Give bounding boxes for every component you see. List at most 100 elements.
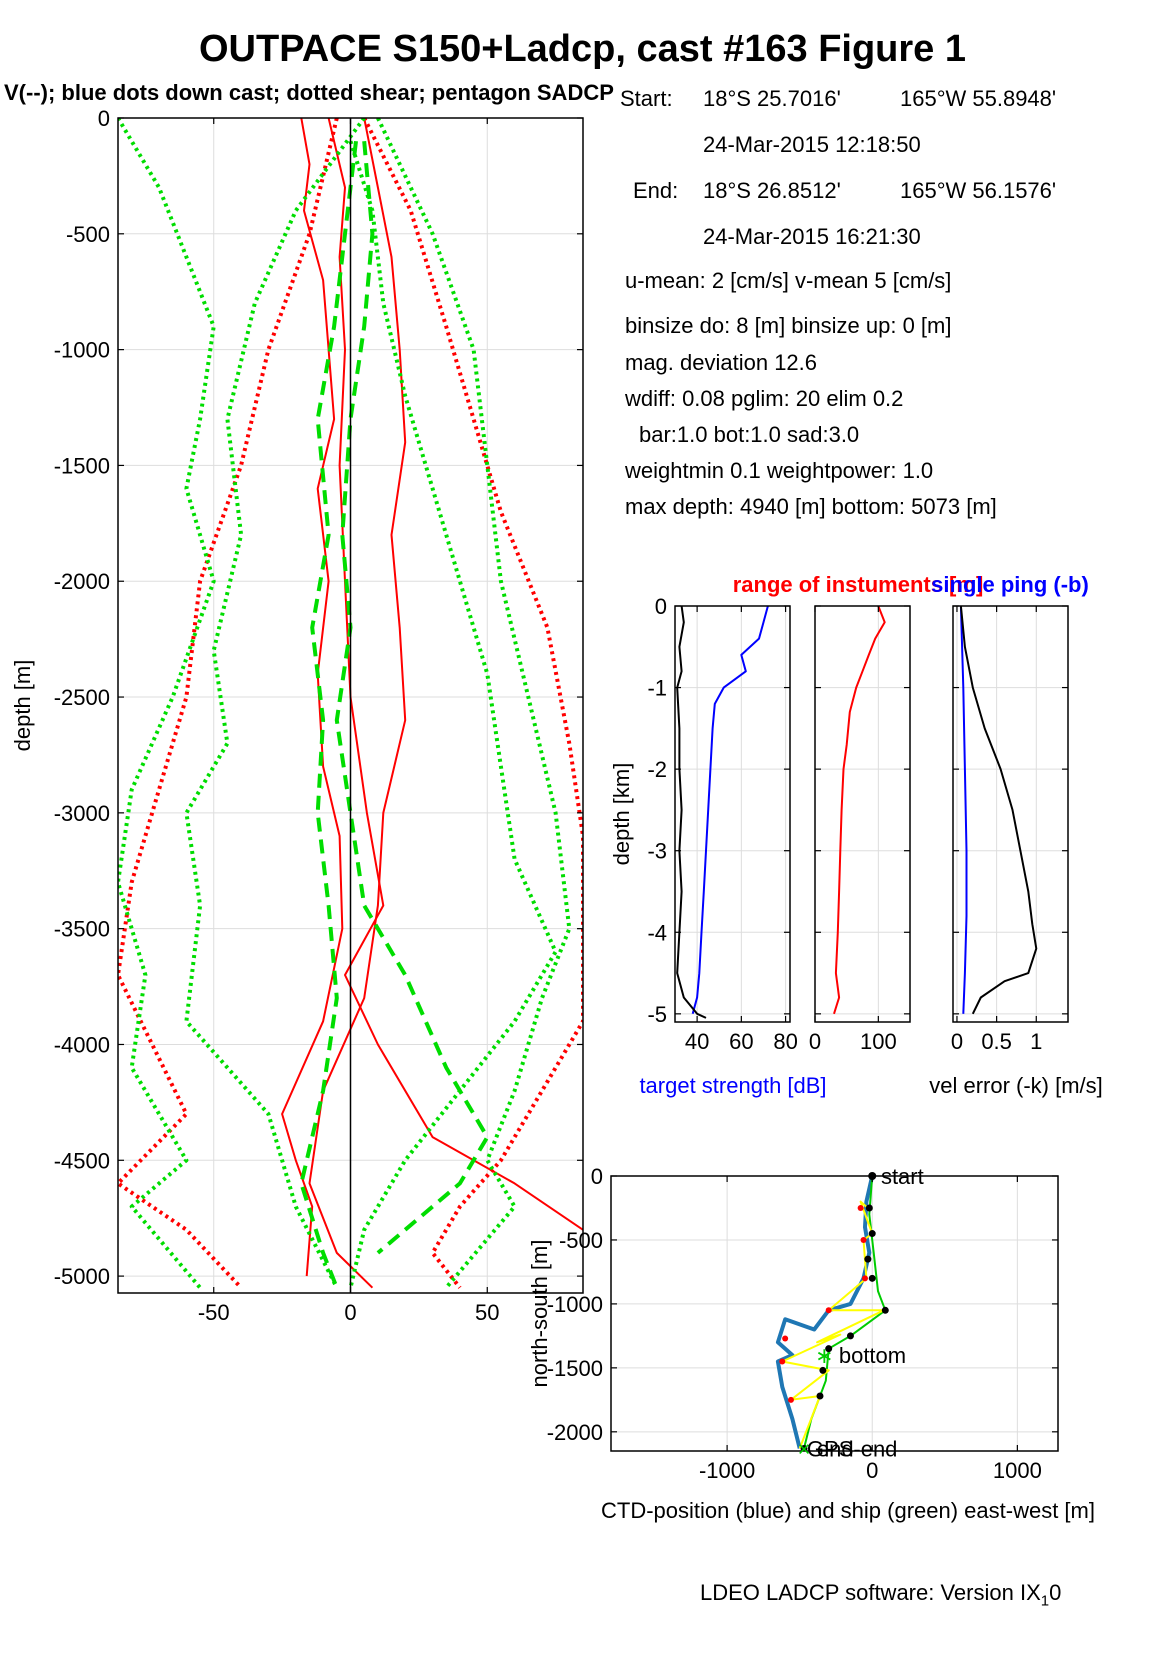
velocity-profile-ytick-label: -500 <box>66 222 110 247</box>
velocity-profile-ytick-label: -4500 <box>54 1148 110 1173</box>
ctd-marker-black <box>825 1345 833 1353</box>
target-strength-series-1 <box>676 606 707 1019</box>
velocity-profile-ytick-label: -2000 <box>54 569 110 594</box>
max-depth-info: max depth: 4940 [m] bottom: 5073 [m] <box>625 494 997 519</box>
ctd-marker-red <box>825 1307 832 1314</box>
ctd-marker-black <box>865 1204 873 1212</box>
ctd-marker-black <box>800 1444 808 1451</box>
software-version-sub: 1 <box>1040 1592 1050 1610</box>
velocity-profile-ylabel: depth [m] <box>10 660 35 752</box>
ctd-marker-red <box>860 1236 867 1243</box>
ctd-position-ytick-label: -500 <box>559 1228 603 1253</box>
velocity-profile-series-2 <box>308 118 407 1289</box>
start-marker <box>868 1172 877 1180</box>
range-xtick-label: 0 <box>809 1029 821 1054</box>
velocity-profile-series-4 <box>118 118 339 1290</box>
ctd-position-xlabel: CTD-position (blue) and ship (green) eas… <box>601 1498 1095 1523</box>
ctd-marker-black <box>819 1366 827 1374</box>
range-chart <box>814 605 911 1023</box>
ctd-position-xtick-label: 0 <box>866 1458 878 1483</box>
velocity-profile-xtick-label: 50 <box>475 1300 499 1325</box>
velocity-profile-ytick-label: -4000 <box>54 1032 110 1057</box>
ctd-marker-red <box>779 1358 786 1365</box>
velocity-profile-xtick-label: 0 <box>344 1300 356 1325</box>
velocity-profile-ytick-label: -2500 <box>54 685 110 710</box>
velocity-profile-ytick-label: -3000 <box>54 801 110 826</box>
ctd-marker-red <box>857 1204 864 1211</box>
velocity-profile-series-8 <box>348 140 558 1289</box>
range-series-0 <box>833 606 886 1015</box>
start-label: Start: <box>620 86 673 111</box>
binsize-info: binsize do: 8 [m] binsize up: 0 [m] <box>625 313 952 338</box>
vel-error-xtick-label: 0 <box>951 1029 963 1054</box>
end-lon: 165°W 56.1576' <box>900 178 1057 203</box>
ctd-position-ylabel: north-south [m] <box>527 1240 552 1388</box>
ctd-annotation: GPS-end <box>807 1436 898 1461</box>
single-ping-title: single ping (-b) <box>931 572 1089 597</box>
target-strength-xtick-label: 40 <box>685 1029 709 1054</box>
wdiff-info: wdiff: 0.08 pglim: 20 elim 0.2 <box>625 386 904 411</box>
weight-info: weightmin 0.1 weightpower: 1.0 <box>625 458 934 483</box>
vel-error-frame <box>952 605 1069 1023</box>
velocity-profile-ytick-label: -1500 <box>54 453 110 478</box>
target-strength-ytick-label: -4 <box>647 920 667 945</box>
ctd-position-ytick-label: 0 <box>591 1164 603 1189</box>
target-strength-ytick-label: -1 <box>647 676 667 701</box>
vel-error-xtick-label: 0.5 <box>981 1029 1012 1054</box>
ctd-position-ytick-label: -1000 <box>547 1292 603 1317</box>
ctd-annotation: end <box>817 1436 854 1461</box>
vel-error-series-1 <box>959 606 1038 1015</box>
ctd-position-ytick-label: -2000 <box>547 1420 603 1445</box>
end-marker: × <box>798 1436 811 1461</box>
vel-error-xlabel: vel error (-k) [m/s] <box>929 1073 1103 1098</box>
target-strength-xlabel: target strength [dB] <box>639 1073 826 1098</box>
bottom-marker: ∗ <box>815 1343 833 1368</box>
target-strength-frame <box>674 605 791 1023</box>
end-lat: 18°S 26.8512' <box>703 178 841 203</box>
target-strength-ylabel: depth [km] <box>609 763 634 866</box>
ctd-marker-black <box>864 1255 872 1263</box>
ctd-position-series-0 <box>775 1176 875 1449</box>
velocity-profile-xtick-label: -50 <box>198 1300 230 1325</box>
mean-velocity: u-mean: 2 [cm/s] v-mean 5 [cm/s] <box>625 268 952 293</box>
ctd-marker-red <box>787 1396 794 1403</box>
target-strength-ytick-label: -2 <box>647 757 667 782</box>
target-strength-series-0 <box>691 606 769 1015</box>
velocity-profile-series-10 <box>334 141 490 1255</box>
start-lon: 165°W 55.8948' <box>900 86 1057 111</box>
velocity-profile-ytick-label: -5000 <box>54 1264 110 1289</box>
software-version-text: LDEO LADCP software: Version IX <box>700 1580 1041 1605</box>
ctd-marker-black <box>816 1392 824 1400</box>
software-version-suffix: 0 <box>1049 1580 1062 1605</box>
ctd-position-xtick-label: -1000 <box>699 1458 755 1483</box>
velocity-profile-ytick-label: 0 <box>98 106 110 131</box>
software-version: LDEO LADCP software: Version IX10 <box>700 1580 1061 1609</box>
ctd-position-frame <box>610 1175 1059 1452</box>
ctd-marker-black <box>881 1306 889 1314</box>
velocity-profile-ytick-label: -1000 <box>54 338 110 363</box>
target-strength-chart <box>674 605 791 1023</box>
start-time: 24-Mar-2015 12:18:50 <box>703 132 921 157</box>
velocity-profile-series-5 <box>118 118 216 1289</box>
range-xtick-label: 100 <box>860 1029 897 1054</box>
end-time: 24-Mar-2015 16:21:30 <box>703 224 921 249</box>
range-panel-title: range of instuments [m] <box>733 572 984 597</box>
target-strength-xtick-label: 80 <box>773 1029 797 1054</box>
mag-deviation: mag. deviation 12.6 <box>625 350 818 375</box>
bar-info: bar:1.0 bot:1.0 sad:3.0 <box>639 422 860 447</box>
figure-subtitle: V(--); blue dots down cast; dotted shear… <box>4 80 614 105</box>
vel-error-chart <box>952 605 1069 1023</box>
vel-error-xtick-label: 1 <box>1030 1029 1042 1054</box>
velocity-profile-series-6 <box>184 118 366 1289</box>
ctd-marker-red <box>782 1335 789 1342</box>
range-frame <box>814 605 911 1023</box>
ctd-position-chart: ∗× <box>610 1172 1059 1461</box>
vel-error-series-0 <box>959 606 968 1014</box>
velocity-profile-series-9 <box>299 140 358 1289</box>
end-label: End: <box>633 178 679 203</box>
start-lat: 18°S 25.7016' <box>703 86 841 111</box>
target-strength-ytick-label: 0 <box>655 594 667 619</box>
ctd-annotation: bottom <box>839 1343 906 1368</box>
ctd-marker-red <box>861 1275 868 1282</box>
